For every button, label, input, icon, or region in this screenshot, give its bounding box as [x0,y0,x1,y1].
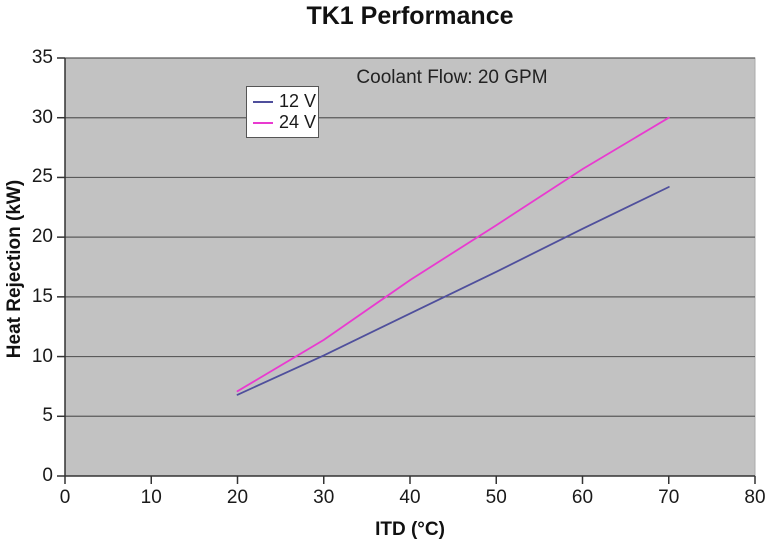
y-tick-label-15: 15 [31,285,53,307]
legend: 12 V 24 V [246,86,319,138]
legend-label: 24 V [279,112,317,132]
x-tick-label-70: 70 [658,487,680,508]
series-line-12v [236,186,670,396]
legend-swatch-12v [253,100,273,103]
legend-item-24v: 24 V [253,112,316,133]
legend-label: 12 V [279,91,317,111]
y-tick-label-0: 0 [42,465,53,486]
legend-item-12v: 12 V [253,91,316,112]
x-tick-label-40: 40 [399,487,421,508]
legend-swatch-24v [253,121,273,124]
plot-area [64,57,756,477]
y-tick-label-35: 35 [31,47,53,68]
x-axis-title: ITD (°C) [375,519,445,540]
x-tick-label-80: 80 [744,487,766,508]
y-tick-label-5: 5 [42,405,53,427]
y-tick-label-20: 20 [31,226,53,248]
x-tick-label-50: 50 [485,487,507,508]
y-tick-label-30: 30 [31,106,53,128]
y-tick-label-25: 25 [31,166,53,188]
x-tick-label-0: 0 [59,487,71,508]
coolant-flow-annotation: Coolant Flow: 20 GPM [356,67,548,88]
x-tick-label-60: 60 [571,487,594,508]
x-tick-label-10: 10 [140,487,162,508]
x-tick-label-30: 30 [313,487,335,508]
x-tick-label-20: 20 [226,487,249,508]
y-tick-label-10: 10 [31,345,53,367]
chart-title: TK1 Performance [306,2,514,30]
series-line-24v [236,116,670,393]
